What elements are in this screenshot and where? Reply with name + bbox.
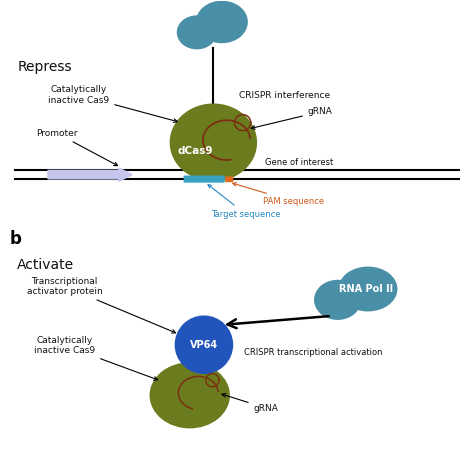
Text: CRISPR transcriptional activation: CRISPR transcriptional activation bbox=[244, 348, 383, 357]
Ellipse shape bbox=[150, 362, 230, 428]
Text: Transcriptional
activator protein: Transcriptional activator protein bbox=[27, 277, 176, 333]
FancyBboxPatch shape bbox=[183, 175, 225, 182]
Text: b: b bbox=[9, 230, 21, 248]
Text: Target sequence: Target sequence bbox=[208, 185, 281, 219]
Ellipse shape bbox=[177, 15, 217, 49]
Text: Promoter: Promoter bbox=[36, 129, 118, 165]
Text: Catalytically
inactive Cas9: Catalytically inactive Cas9 bbox=[34, 336, 158, 380]
Text: Catalytically
inactive Cas9: Catalytically inactive Cas9 bbox=[48, 85, 177, 122]
Text: Gene of interest: Gene of interest bbox=[265, 157, 334, 166]
FancyArrow shape bbox=[48, 168, 132, 181]
Text: Activate: Activate bbox=[17, 258, 74, 273]
Ellipse shape bbox=[196, 0, 248, 43]
Text: CRISPR interference: CRISPR interference bbox=[239, 91, 330, 100]
Text: dCas9: dCas9 bbox=[178, 146, 213, 156]
Text: gRNA: gRNA bbox=[222, 393, 278, 412]
Text: RNA Pol II: RNA Pol II bbox=[339, 284, 393, 294]
Text: VP64: VP64 bbox=[190, 340, 218, 350]
Text: PAM sequence: PAM sequence bbox=[233, 182, 324, 206]
Ellipse shape bbox=[338, 266, 398, 311]
FancyBboxPatch shape bbox=[225, 176, 233, 182]
Text: Repress: Repress bbox=[17, 60, 72, 74]
Ellipse shape bbox=[314, 280, 361, 320]
Text: gRNA: gRNA bbox=[251, 107, 333, 129]
Ellipse shape bbox=[170, 103, 257, 182]
Circle shape bbox=[174, 316, 233, 374]
